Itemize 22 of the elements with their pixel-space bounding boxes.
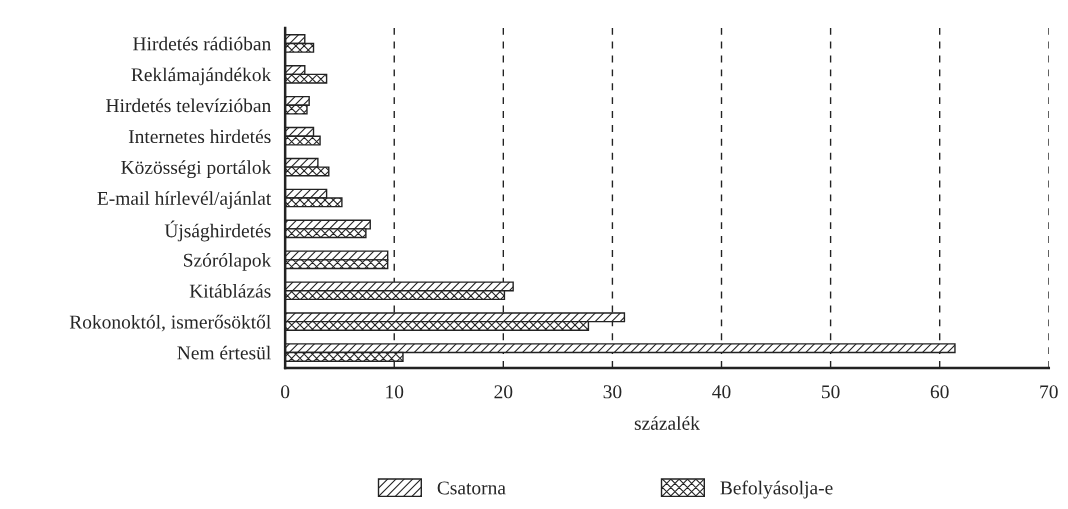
x-tick-label: 50 [822, 385, 840, 399]
x-axis-title: százalék [634, 416, 700, 430]
x-tick-label: 40 [712, 385, 731, 399]
legend-label: Befolyásolja-e [720, 480, 833, 499]
x-tick-label: 60 [930, 385, 949, 399]
y-tick-label: Internetes hirdetés [128, 129, 271, 144]
y-tick-label: Hirdetés rádióban [133, 36, 271, 51]
y-tick-label: Szórólapok [184, 253, 272, 271]
y-tick-label: Rokonoktól, ismerősöktől [69, 314, 271, 332]
y-tick-label: Újsághirdetés [164, 220, 271, 242]
x-tick-label: 20 [494, 385, 513, 399]
x-tick-label: 30 [603, 385, 622, 399]
y-tick-label: Kitáblázás [189, 283, 271, 298]
x-tick-label: 70 [1040, 385, 1058, 399]
y-tick-label: Hirdetés televízióban [106, 98, 271, 113]
x-tick-label: 0 [281, 385, 290, 399]
y-tick-label: E-mail hírlevél/ajánlat [97, 191, 272, 209]
legend-label: Csatorna [437, 481, 506, 495]
x-tick-label: 10 [386, 385, 404, 399]
y-tick-label: Nem értesül [177, 345, 271, 360]
y-tick-label: Közösségi portálok [121, 160, 272, 179]
y-tick-label: Reklámajándékok [131, 67, 272, 86]
